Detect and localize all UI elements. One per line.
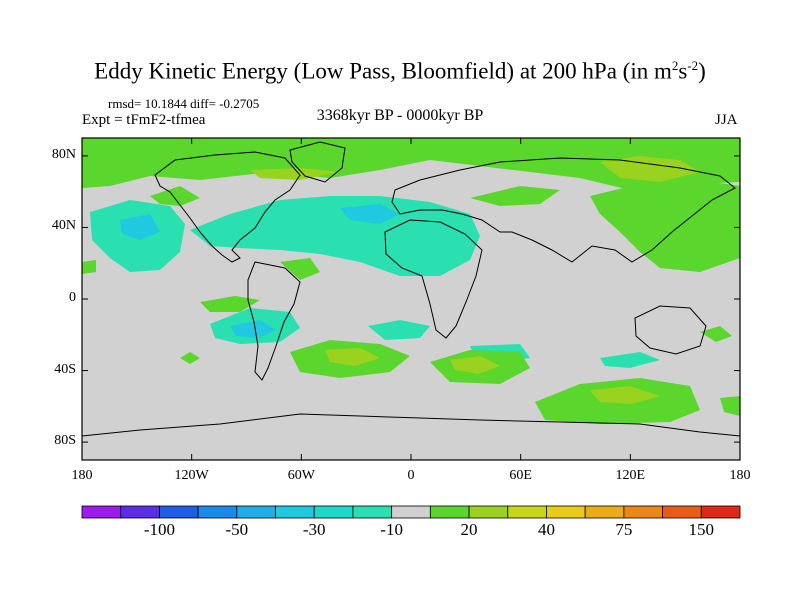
- lon-label: 60W: [287, 468, 315, 483]
- colorbar-swatch: [81, 505, 122, 519]
- anomaly-region: [340, 204, 400, 224]
- anomaly-region: [230, 320, 276, 338]
- colorbar-label: -30: [302, 520, 326, 539]
- lat-label: 80S: [54, 433, 76, 449]
- colorbar-swatch: [468, 505, 509, 519]
- anomaly-region: [600, 156, 700, 182]
- colorbar-label: 75: [615, 520, 633, 539]
- colorbar-swatch: [546, 505, 586, 519]
- anomaly-region: [180, 352, 200, 364]
- experiment-label: Expt = tFmF2-tfmea: [82, 112, 206, 128]
- colorbar-swatch: [236, 505, 276, 519]
- colorbar-swatch: [700, 505, 741, 519]
- axis-ticks: [81, 138, 741, 460]
- coastlines: [82, 141, 740, 437]
- anomaly-region: [700, 326, 732, 342]
- anomaly-region: [82, 138, 740, 190]
- anomaly-region: [590, 180, 740, 272]
- anomaly-region: [250, 168, 340, 180]
- colorbar-swatch: [313, 505, 354, 519]
- anomaly-region: [368, 320, 430, 340]
- south-america-outline: [247, 261, 301, 381]
- antarctica-outline: [82, 413, 740, 437]
- season-label: JJA: [715, 112, 738, 128]
- colorbar-label: -10: [380, 520, 403, 539]
- colorbar-label: 150: [688, 520, 715, 539]
- colorbar-label: -50: [225, 520, 249, 539]
- chart-title: Eddy Kinetic Energy (Low Pass, Bloomfiel…: [94, 58, 706, 84]
- anomaly-shading: [82, 138, 740, 424]
- period-label: 3368kyr BP - 0000kyr BP: [316, 107, 484, 124]
- colorbar-swatch: [352, 505, 393, 519]
- colorbar-swatch: [429, 505, 470, 519]
- colorbar-swatch: [120, 505, 160, 519]
- anomaly-region: [200, 296, 260, 312]
- colorbar-swatch: [159, 505, 199, 519]
- africa-outline: [384, 219, 483, 339]
- colorbar-label: 40: [537, 520, 555, 539]
- anomaly-region: [470, 186, 560, 206]
- anomaly-region: [120, 214, 160, 240]
- colorbar-swatch: [662, 505, 702, 519]
- lat-label: 40N: [51, 218, 76, 234]
- colorbar-swatch: [623, 505, 663, 519]
- lat-label: 80N: [51, 146, 76, 162]
- lon-label: 60E: [509, 468, 532, 483]
- anomaly-region: [325, 348, 380, 366]
- lon-label: 120E: [615, 468, 646, 483]
- lon-label: 180: [71, 468, 93, 483]
- colorbar-swatch: [507, 505, 547, 519]
- anomaly-region: [150, 186, 200, 206]
- anomaly-region: [600, 352, 660, 368]
- colorbar-swatch: [391, 505, 431, 519]
- anomaly-region: [82, 260, 96, 274]
- colorbar-label: -100: [143, 520, 175, 539]
- colorbar-label: 20: [460, 520, 478, 539]
- lat-label: 0: [69, 290, 76, 305]
- lon-label: 180: [729, 468, 751, 483]
- anomaly-region: [450, 356, 500, 374]
- colorbar-swatch: [584, 505, 625, 519]
- greenland-outline: [289, 141, 346, 183]
- anomaly-region: [720, 396, 740, 416]
- lon-label: 0: [407, 468, 415, 483]
- stats-label: rmsd= 10.1844 diff= -0.2705: [108, 96, 260, 111]
- australia-outline: [634, 305, 707, 355]
- colorbar: [81, 505, 741, 519]
- lon-label: 120W: [174, 468, 209, 483]
- colorbar-swatch: [197, 505, 238, 519]
- lat-label: 40S: [54, 361, 76, 377]
- colorbar-swatch: [275, 505, 315, 519]
- eurasia-outline: [391, 157, 736, 263]
- anomaly-region: [590, 386, 660, 404]
- north-america-outline: [154, 151, 301, 263]
- anomaly-region: [280, 258, 320, 280]
